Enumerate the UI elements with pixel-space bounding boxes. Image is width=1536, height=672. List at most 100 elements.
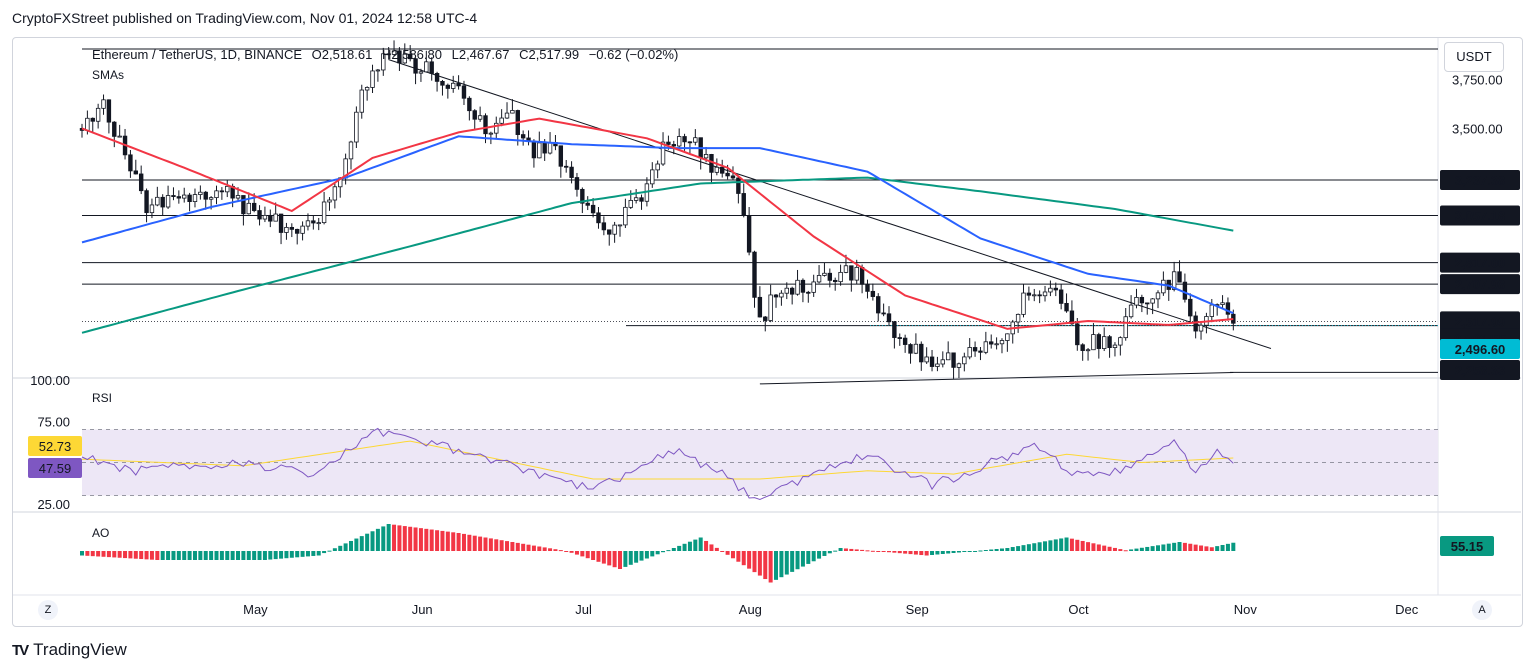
candle-body (1080, 344, 1085, 351)
ao-bar (580, 551, 585, 557)
ao-bar (999, 548, 1004, 551)
ao-bar (854, 549, 859, 551)
candle-body (655, 163, 660, 171)
ao-bar (671, 548, 676, 551)
ao-pane-label[interactable]: AO (92, 526, 110, 540)
price-label-text: 3,237.38 (1455, 173, 1506, 188)
ao-bar (983, 550, 988, 551)
ao-bar (289, 551, 294, 558)
rsi-value-tag: 52.73 (28, 436, 82, 456)
candle (1053, 282, 1058, 297)
price-label-bg (1440, 274, 1520, 295)
price-label-text: 3,057.18 (1455, 208, 1506, 223)
ao-bar (741, 551, 746, 566)
zoom-corner-button[interactable]: Z (38, 600, 58, 620)
candle-body (504, 112, 510, 119)
candle (445, 83, 451, 99)
candle-body (612, 224, 617, 235)
candle (580, 187, 585, 214)
rsi-value-bg (28, 458, 82, 478)
candle (90, 117, 95, 133)
candle (95, 103, 101, 129)
currency-button[interactable]: USDT (1444, 42, 1504, 72)
candle (176, 190, 182, 204)
candle (784, 282, 789, 300)
candle-body (397, 50, 402, 64)
candle (730, 166, 736, 181)
ao-bar (768, 551, 773, 583)
ao-bar (1150, 546, 1155, 551)
time-axis-tick: May (243, 602, 268, 617)
ao-bar (488, 538, 493, 551)
candle (789, 286, 795, 305)
ao-bar (187, 551, 192, 560)
candle-body (483, 115, 488, 135)
ao-bar (591, 551, 596, 560)
candle-body (160, 196, 165, 208)
candle (881, 303, 886, 317)
candle (1042, 285, 1048, 302)
candle-body (816, 275, 822, 283)
candle (526, 130, 531, 146)
candle-body (192, 194, 198, 203)
ao-bar (930, 551, 935, 555)
ao-bar (1107, 546, 1112, 551)
candle-body (972, 347, 978, 352)
candle-body (251, 202, 257, 211)
candle-body (849, 265, 854, 281)
candle (1005, 333, 1010, 352)
price-label-text: 2,517.99 (1455, 314, 1506, 329)
ao-bar (198, 551, 203, 560)
candle-body (364, 87, 370, 91)
candle (736, 176, 741, 204)
rsi-value-bg (28, 436, 82, 456)
candle-body (822, 272, 827, 276)
candle (112, 121, 117, 148)
candle (838, 264, 843, 286)
candle-body (779, 292, 784, 298)
candle (117, 124, 122, 138)
rsi-pane-label[interactable]: RSI (92, 391, 113, 405)
ao-bar (375, 528, 380, 551)
candle-body (763, 316, 768, 321)
candle (806, 290, 811, 303)
candle-body (639, 197, 644, 202)
ao-bar (736, 551, 741, 562)
candle (225, 179, 230, 198)
ao-bar (166, 551, 171, 560)
candle (219, 187, 225, 200)
ao-bar (101, 551, 106, 557)
candle (198, 185, 203, 200)
ao-value-bg (1440, 536, 1494, 556)
ao-bar (612, 551, 617, 568)
candle-body (203, 191, 208, 200)
ao-bar (467, 534, 472, 551)
candle-body (660, 141, 666, 165)
candle (257, 205, 262, 226)
auto-scale-button[interactable]: A (1472, 600, 1492, 620)
candle-body (547, 142, 553, 154)
candle (639, 194, 644, 210)
candle-body (601, 222, 607, 231)
ao-bar (359, 536, 364, 551)
candle-body (445, 84, 451, 89)
ao-bar (935, 551, 940, 555)
candle-body (278, 213, 284, 233)
ao-bar (225, 551, 230, 560)
candle-body (1075, 323, 1080, 346)
indicator-label[interactable]: SMAs (92, 68, 125, 82)
candle-body (768, 294, 773, 321)
candle-body (1198, 324, 1204, 332)
candle (940, 351, 945, 368)
candle (1096, 332, 1102, 359)
candle (607, 229, 612, 246)
ao-bar (892, 551, 897, 553)
ao-bar (96, 551, 101, 557)
candle (418, 68, 424, 82)
candle-body (881, 312, 886, 315)
candle-body (628, 199, 633, 208)
ao-bar (574, 551, 579, 555)
ao-bar (698, 537, 703, 551)
candle-body (370, 70, 375, 88)
